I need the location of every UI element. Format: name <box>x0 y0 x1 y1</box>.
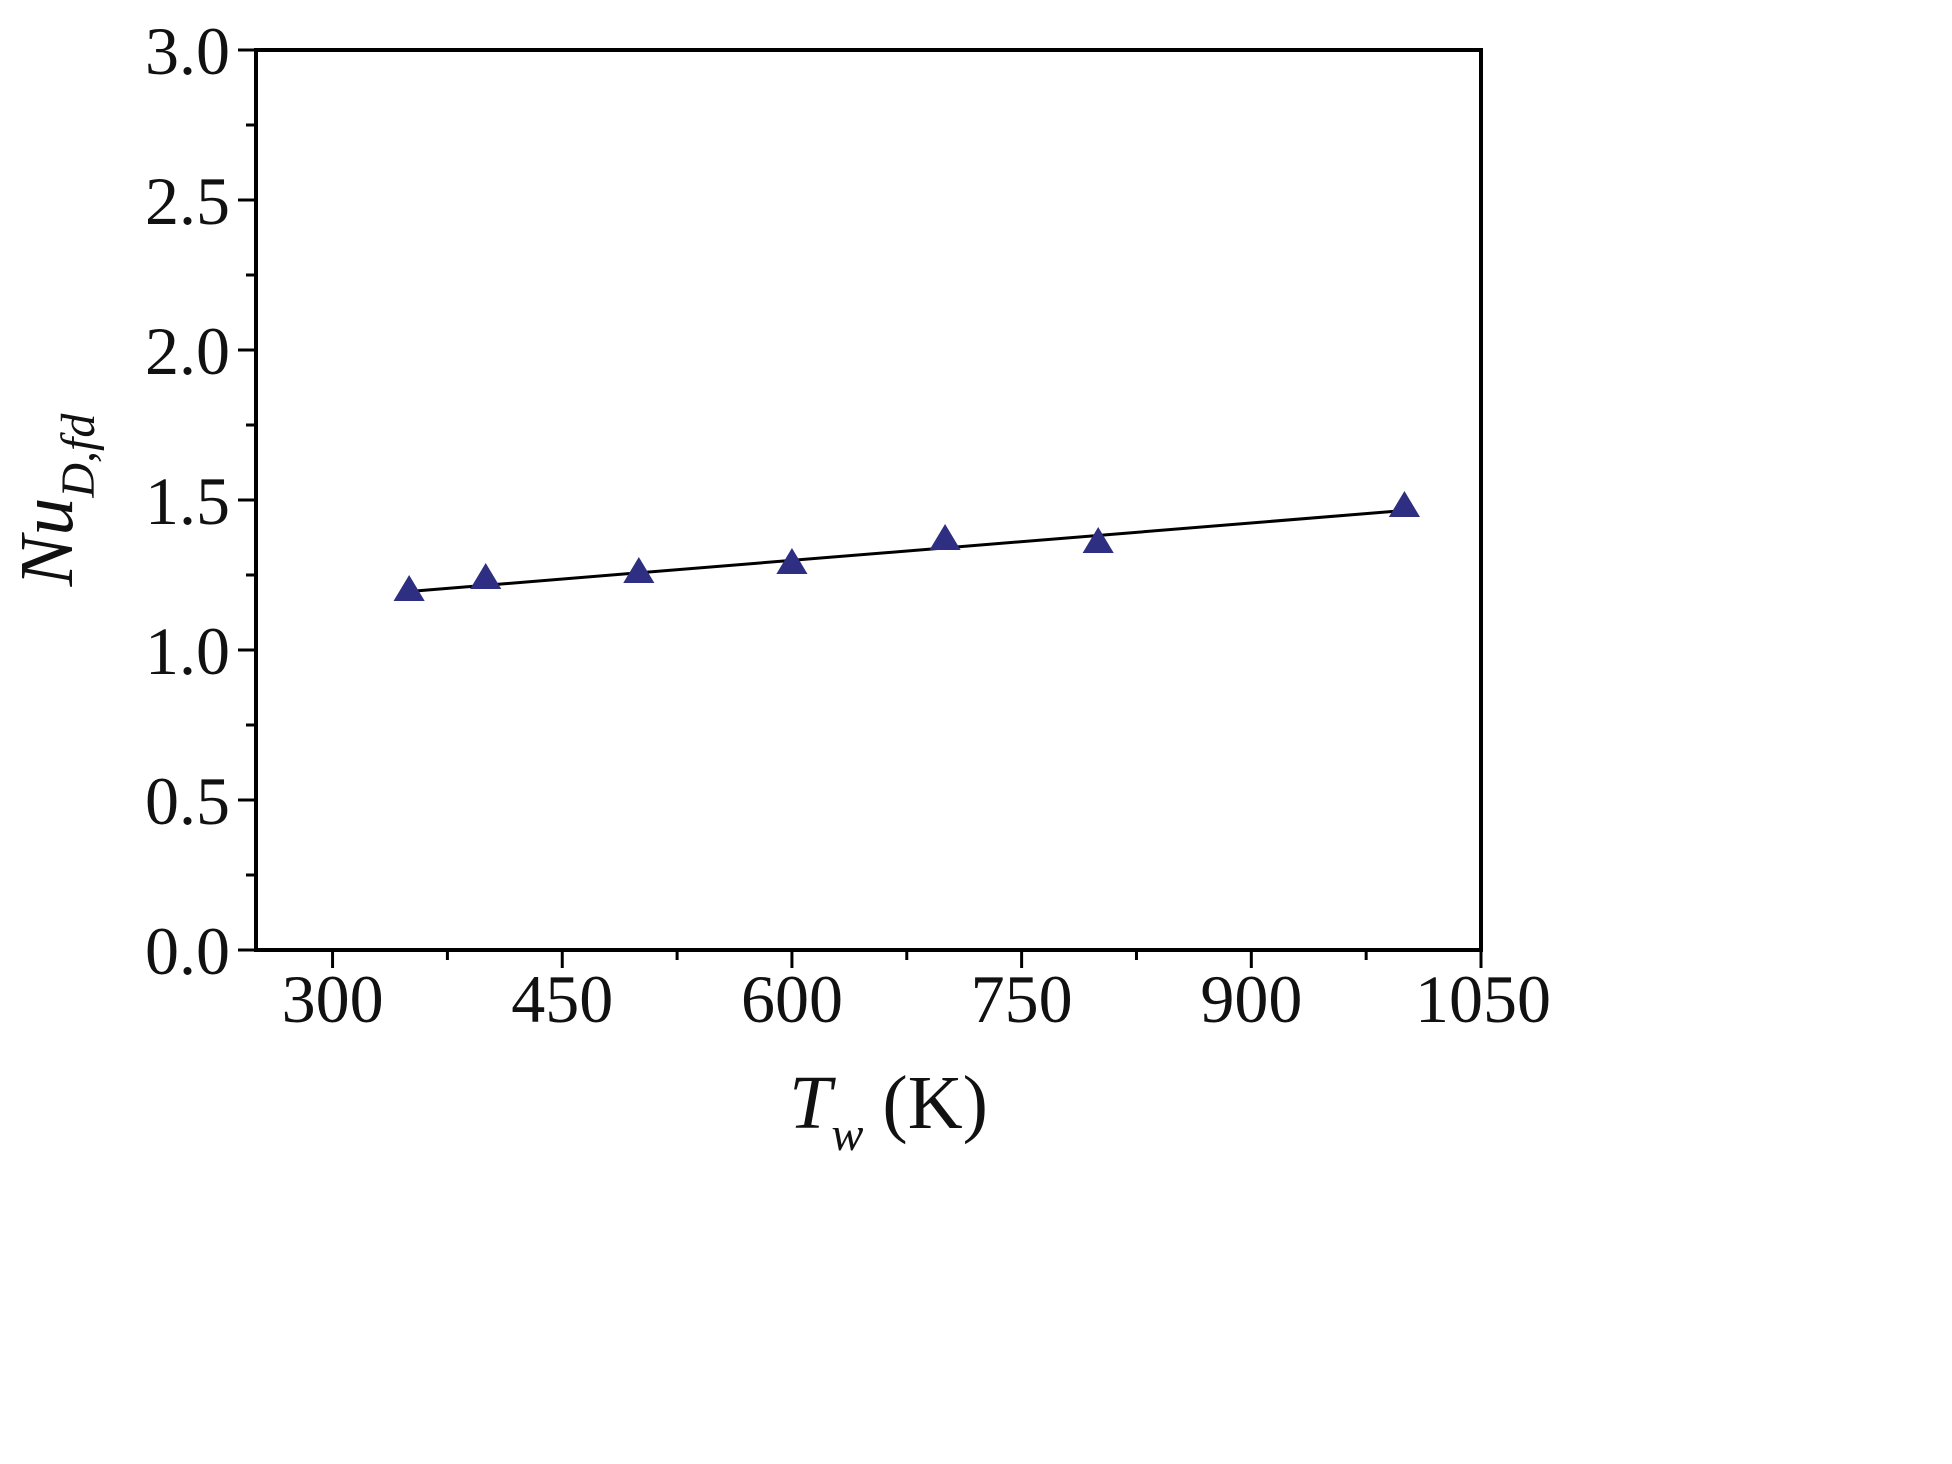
x-axis-label-subscript: w <box>831 1108 863 1161</box>
data-point <box>1388 491 1421 517</box>
y-tick-label: 1.0 <box>145 613 230 689</box>
data-point <box>623 557 655 583</box>
y-axis-tick-labels: 0.0 0.5 1.0 1.5 2.0 2.5 3.0 <box>145 13 230 989</box>
x-axis-label-unit: (K) <box>863 1061 988 1145</box>
x-tick-label: 300 <box>282 961 384 1037</box>
y-tick-label: 2.5 <box>145 163 230 239</box>
x-tick-label: 750 <box>971 961 1073 1037</box>
y-axis-label-subscript: D,fd <box>52 413 105 499</box>
y-axis-ticks <box>238 48 256 952</box>
plot-frame <box>254 48 1483 952</box>
y-axis-label: NuD,fd <box>5 413 105 588</box>
data-point <box>929 524 961 550</box>
x-axis-ticks <box>331 950 1483 968</box>
data-points <box>393 491 1421 601</box>
data-point <box>1082 527 1114 553</box>
y-tick-label: 0.5 <box>145 763 230 839</box>
x-axis-label-symbol: T <box>789 1061 836 1145</box>
x-tick-label: 1050 <box>1415 961 1551 1037</box>
x-axis-label: Tw (K) <box>789 1061 988 1161</box>
x-axis-tick-labels: 300 450 600 750 900 1050 <box>282 961 1551 1037</box>
x-tick-label: 600 <box>741 961 843 1037</box>
y-tick-label: 1.5 <box>145 463 230 539</box>
data-point <box>776 548 808 574</box>
y-tick-label: 3.0 <box>145 13 230 89</box>
plot-area <box>254 48 1483 952</box>
fit-line <box>409 509 1405 593</box>
data-point <box>393 575 425 601</box>
x-tick-label: 900 <box>1200 961 1302 1037</box>
y-axis-label-symbol: Nu <box>5 498 89 588</box>
x-tick-label: 450 <box>511 961 613 1037</box>
y-tick-label: 0.0 <box>145 913 230 989</box>
fit-line-group <box>409 509 1405 593</box>
data-point <box>470 563 502 589</box>
y-tick-label: 2.0 <box>145 313 230 389</box>
